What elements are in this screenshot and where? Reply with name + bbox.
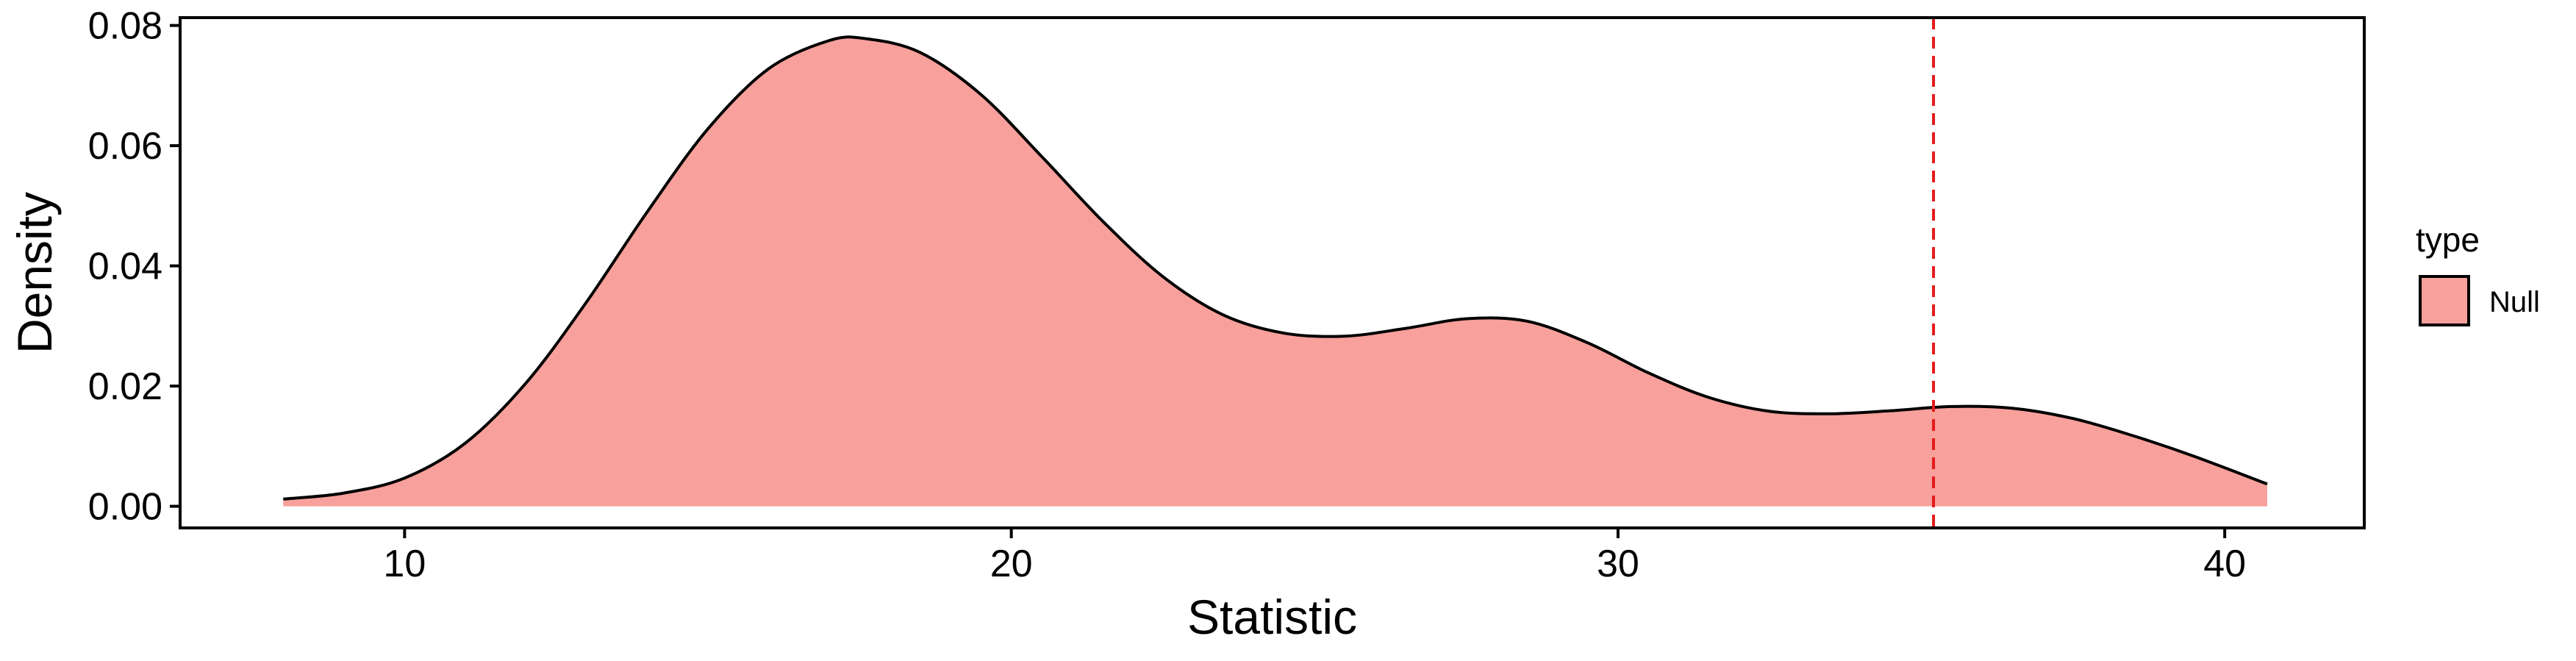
x-tick-label: 10 [383,543,426,585]
density-area-null [283,37,2267,507]
plot-area [283,18,2268,528]
x-tick-label: 30 [1597,543,1639,585]
x-axis: 10 20 30 40 [383,528,2246,585]
x-tick-label: 40 [2203,543,2246,585]
y-tick-label: 0.02 [88,365,162,408]
x-axis-title: Statistic [1187,590,1357,644]
y-axis: 0.00 0.02 0.04 0.06 0.08 [88,5,180,529]
y-tick-label: 0.08 [88,5,162,48]
legend-label-null: Null [2489,286,2540,318]
y-tick-label: 0.06 [88,125,162,168]
y-tick-label: 0.04 [88,246,162,288]
density-curve-null [283,35,2268,501]
x-tick-label: 20 [990,543,1033,585]
legend-key-null [2419,275,2470,326]
y-tick-label: 0.00 [88,486,162,529]
y-axis-title: Density [7,192,62,354]
plot-panel-border [179,16,2366,529]
legend: type Null [2416,221,2540,326]
legend-title: type [2416,221,2480,259]
